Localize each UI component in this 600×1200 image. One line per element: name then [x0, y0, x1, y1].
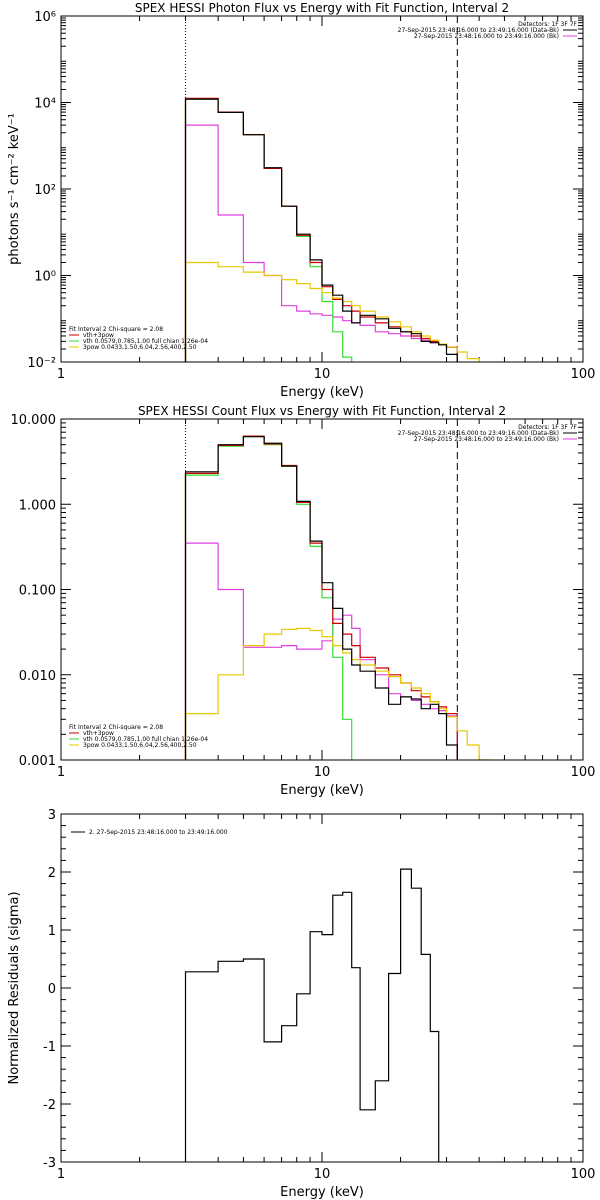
legend-entry-label: 27-Sep-2015 23:48:16.000 to 23:49:16.000…	[414, 436, 559, 443]
legend-entry-label: 3pow 0.0433,1.50,6.04,2.56,400,2.50	[83, 742, 197, 749]
series-group	[184, 97, 480, 362]
chart-title: SPEX HESSI Count Flux vs Energy with Fit…	[138, 404, 506, 418]
y-tick-label: -2	[43, 1098, 56, 1113]
legend-entry-label: vth+3pow	[83, 332, 114, 339]
legend-entry-label: 27-Sep-2015 23:48:16.000 to 23:49:16.000…	[414, 33, 559, 40]
x-tick-label: 1	[57, 1167, 65, 1182]
plot-frame	[60, 15, 584, 363]
y-tick-label: 10⁰	[34, 270, 56, 285]
y-tick-label: 10⁻²	[27, 356, 56, 371]
legend-header: Detectors: 1F 3F 7F	[518, 424, 577, 431]
y-tick-label: 0.100	[19, 584, 56, 599]
plot-frame	[60, 813, 584, 1163]
y-tick-label: 1.000	[19, 498, 56, 513]
y-tick-label: 3	[48, 808, 56, 823]
legend-entry-label: 27-Sep-2015 23:48:16.000 to 23:49:16.000…	[398, 27, 559, 34]
x-tick-label: 100	[571, 765, 596, 780]
series-group	[184, 868, 458, 1162]
series-line-1	[184, 868, 458, 1162]
y-tick-label: 10.000	[11, 413, 57, 428]
y-tick-label: 10²	[34, 183, 56, 198]
chart-title: SPEX HESSI Photon Flux vs Energy with Fi…	[135, 1, 509, 15]
series-line-5	[184, 436, 458, 760]
legend-entry-label: 27-Sep-2015 23:48:16.000 to 23:49:16.000…	[398, 430, 559, 437]
x-tick-label: 1	[57, 367, 65, 382]
x-axis-label: Energy (keV)	[280, 385, 364, 400]
series-line-5	[184, 98, 458, 362]
y-axis-label: photons s⁻¹ cm⁻² keV⁻¹	[7, 113, 22, 265]
series-line-4	[184, 261, 480, 362]
plot-frame	[60, 418, 584, 761]
x-tick-label: 100	[571, 367, 596, 382]
legend-entry-label: vth 0.0579,0.785,1.00 full chian 1.26e-0…	[83, 736, 208, 743]
x-axis-label: Energy (keV)	[280, 783, 364, 798]
series-line-2	[184, 98, 361, 362]
legend-header: Fit Interval 2 Chi-square = 2.08	[69, 724, 163, 731]
legend-entry-label: vth 0.0579,0.785,1.00 full chian 1.26e-0…	[83, 338, 208, 345]
legend-bottom: Fit Interval 2 Chi-square = 2.08vth+3pow…	[69, 326, 208, 351]
legend-header: Detectors: 1F 3F 7F	[518, 21, 577, 28]
chart-panel-3: 1 10 100 -3 -2 -1 0 1 2 3 Energy (keV) Normalized R…	[7, 808, 595, 1200]
legend-header: Fit Interval 2 Chi-square = 2.08	[69, 326, 163, 333]
x-tick-label: 100	[571, 1167, 596, 1182]
series-line-2	[184, 436, 361, 760]
x-tick-label: 10	[314, 367, 331, 382]
y-tick-label: -1	[43, 1040, 56, 1055]
legend-bottom: Fit Interval 2 Chi-square = 2.08vth+3pow…	[69, 724, 208, 749]
legend-entry-label: 3pow 0.0433,1.50,6.04,2.56,400,2.50	[83, 344, 197, 351]
x-tick-label: 1	[57, 765, 65, 780]
series-line-1	[184, 124, 458, 362]
y-axis-label: Normalized Residuals (sigma)	[7, 891, 22, 1084]
series-line-3	[184, 97, 458, 362]
x-tick-label: 10	[314, 765, 331, 780]
x-tick-label: 10	[314, 1167, 331, 1182]
y-tick-label: 0.010	[19, 669, 56, 684]
y-tick-label: 0.001	[19, 754, 56, 769]
chart-panel-2: SPEX HESSI Count Flux vs Energy with Fit…	[11, 404, 596, 798]
legend-top: 2. 27-Sep-2015 23:48:16.000 to 23:49:16.…	[71, 829, 228, 836]
y-tick-label: 10⁶	[34, 10, 56, 25]
y-tick-label: 10⁴	[34, 97, 56, 112]
y-tick-label: 0	[48, 982, 56, 997]
legend-entry-label: vth+3pow	[83, 730, 114, 737]
y-tick-label: 2	[48, 866, 56, 881]
legend-entry-label: 2. 27-Sep-2015 23:48:16.000 to 23:49:16.…	[89, 829, 228, 836]
y-tick-label: -3	[43, 1156, 56, 1171]
x-axis-label: Energy (keV)	[280, 1185, 364, 1200]
chart-panel-1: SPEX HESSI Photon Flux vs Energy with Fi…	[7, 1, 595, 400]
series-group	[184, 435, 493, 760]
y-tick-label: 1	[48, 924, 56, 939]
